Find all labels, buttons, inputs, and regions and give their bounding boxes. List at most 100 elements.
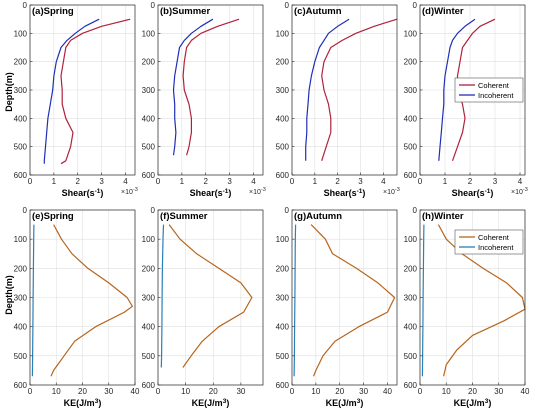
incoherent-series-line	[43, 18, 100, 164]
y-tick-label: 0	[23, 206, 28, 215]
panel-title: (g)Autumn	[294, 211, 342, 222]
x-axis-label: Shear(s-1)	[452, 188, 494, 198]
y-tick-label: 0	[151, 206, 156, 215]
panel-title: (d)Winter	[422, 6, 464, 17]
y-tick-label: 0	[151, 1, 156, 10]
x-axis-label: Shear(s-1)	[62, 188, 104, 198]
y-tick-label: 300	[276, 86, 290, 95]
coherent-series-line	[50, 224, 133, 377]
y-tick-label: 0	[413, 206, 418, 215]
y-tick-label: 100	[404, 29, 418, 38]
x-tick-label: 20	[468, 387, 477, 396]
y-tick-label: 400	[404, 323, 418, 332]
y-tick-label: 400	[404, 114, 418, 123]
x-tick-label: 0	[28, 177, 33, 186]
y-tick-label: 300	[404, 86, 418, 95]
y-tick-label: 500	[276, 143, 290, 152]
x-axis-label: Shear(s-1)	[190, 188, 232, 198]
panel-title: (a)Spring	[32, 6, 74, 17]
y-tick-label: 500	[142, 352, 156, 361]
x-tick-label: 2	[204, 177, 209, 186]
x-tick-label: 20	[209, 387, 218, 396]
y-tick-label: 100	[404, 235, 418, 244]
x-tick-label: 4	[123, 177, 128, 186]
y-tick-label: 200	[276, 264, 290, 273]
incoherent-series-line	[438, 18, 476, 161]
panel-title: (e)Spring	[32, 211, 74, 222]
incoherent-series-line	[31, 224, 35, 377]
x-tick-label: 0	[418, 177, 423, 186]
legend-label: Coherent	[478, 233, 510, 242]
y-tick-label: 400	[14, 114, 28, 123]
y-tick-label: 500	[404, 143, 418, 152]
y-tick-label: 200	[276, 58, 290, 67]
coherent-series-line	[60, 18, 131, 165]
y-tick-label: 500	[14, 352, 28, 361]
x-tick-label: 0	[290, 177, 295, 186]
y-tick-label: 500	[404, 352, 418, 361]
y-tick-label: 300	[142, 86, 156, 95]
panel-7: 0 10 20 30 400100200300400500600(g)AutumnKE(…	[276, 206, 398, 408]
x-axis-label: KE(J/m3)	[64, 398, 102, 408]
panel-5: 0 10 20 30 400100200300400500600(e)SpringKE(…	[14, 206, 140, 408]
x-tick-label: 10	[52, 387, 61, 396]
x-tick-label: 0	[28, 387, 33, 396]
x-axis-multiplier: ×10-3	[511, 187, 528, 196]
panel-title: (c)Autumn	[294, 6, 342, 17]
x-tick-label: 1	[180, 177, 185, 186]
y-tick-label: 100	[14, 235, 28, 244]
y-tick-label: 300	[404, 294, 418, 303]
y-tick-label: 0	[23, 1, 28, 10]
x-tick-label: 4	[518, 177, 523, 186]
y-tick-label: 100	[142, 29, 156, 38]
x-tick-label: 2	[76, 177, 81, 186]
panel-title: (b)Summer	[160, 6, 210, 17]
y-tick-label: 200	[142, 58, 156, 67]
legend-label: Coherent	[478, 81, 510, 90]
x-axis-multiplier: ×10-3	[383, 187, 400, 196]
panel-2: 0 1 2 3 4 0 100 200 300 400 500 600 (b)Summer Shear(s…	[142, 1, 266, 198]
y-tick-label: 300	[14, 294, 28, 303]
x-tick-label: 40	[131, 387, 140, 396]
y-tick-label: 400	[276, 323, 290, 332]
y-tick-label: 400	[14, 323, 28, 332]
y-tick-label: 0	[413, 1, 418, 10]
x-axis-multiplier: ×10-3	[121, 187, 138, 196]
incoherent-series-line	[160, 224, 165, 368]
y-tick-label: 500	[142, 143, 156, 152]
y-tick-label: 200	[142, 264, 156, 273]
incoherent-series-line	[305, 18, 350, 161]
x-tick-label: 0	[290, 387, 295, 396]
x-tick-label: 0	[418, 387, 423, 396]
x-tick-label: 30	[236, 387, 245, 396]
panel-title: (f)Summer	[160, 211, 208, 222]
incoherent-series-line	[421, 224, 425, 377]
y-tick-label: 0	[285, 1, 290, 10]
legend-box	[454, 77, 524, 103]
legend-label: Incoherent	[478, 91, 514, 100]
x-tick-label: 4	[251, 177, 256, 186]
x-tick-label: 2	[335, 177, 340, 186]
y-axis-label-bottom: Depth(m)	[4, 275, 14, 315]
coherent-series-line	[168, 224, 253, 368]
x-tick-label: 40	[521, 387, 530, 396]
x-tick-label: 10	[181, 387, 190, 396]
x-tick-label: 1	[52, 177, 57, 186]
x-tick-label: 1	[313, 177, 318, 186]
x-tick-label: 10	[311, 387, 320, 396]
y-tick-label: 600	[276, 171, 290, 180]
y-tick-label: 100	[276, 235, 290, 244]
x-axis-label: KE(J/m3)	[326, 398, 364, 408]
y-tick-label: 400	[142, 114, 156, 123]
x-tick-label: 0	[156, 177, 161, 186]
panel-title: (h)Winter	[422, 211, 464, 222]
y-tick-label: 600	[142, 381, 156, 390]
panel-4: 0 1 2 3 4 0 100 200 300 400 500 600 (d)Winter Shear(s…	[404, 1, 528, 198]
y-tick-label: 200	[404, 58, 418, 67]
x-tick-label: 30	[104, 387, 113, 396]
x-tick-label: 2	[468, 177, 473, 186]
panel-3: 0 1 2 3 4 0 100 200 300 400 500 600 (c)Autumn Shear(s…	[276, 1, 400, 198]
x-tick-label: 3	[227, 177, 232, 186]
x-tick-label: 3	[493, 177, 498, 186]
